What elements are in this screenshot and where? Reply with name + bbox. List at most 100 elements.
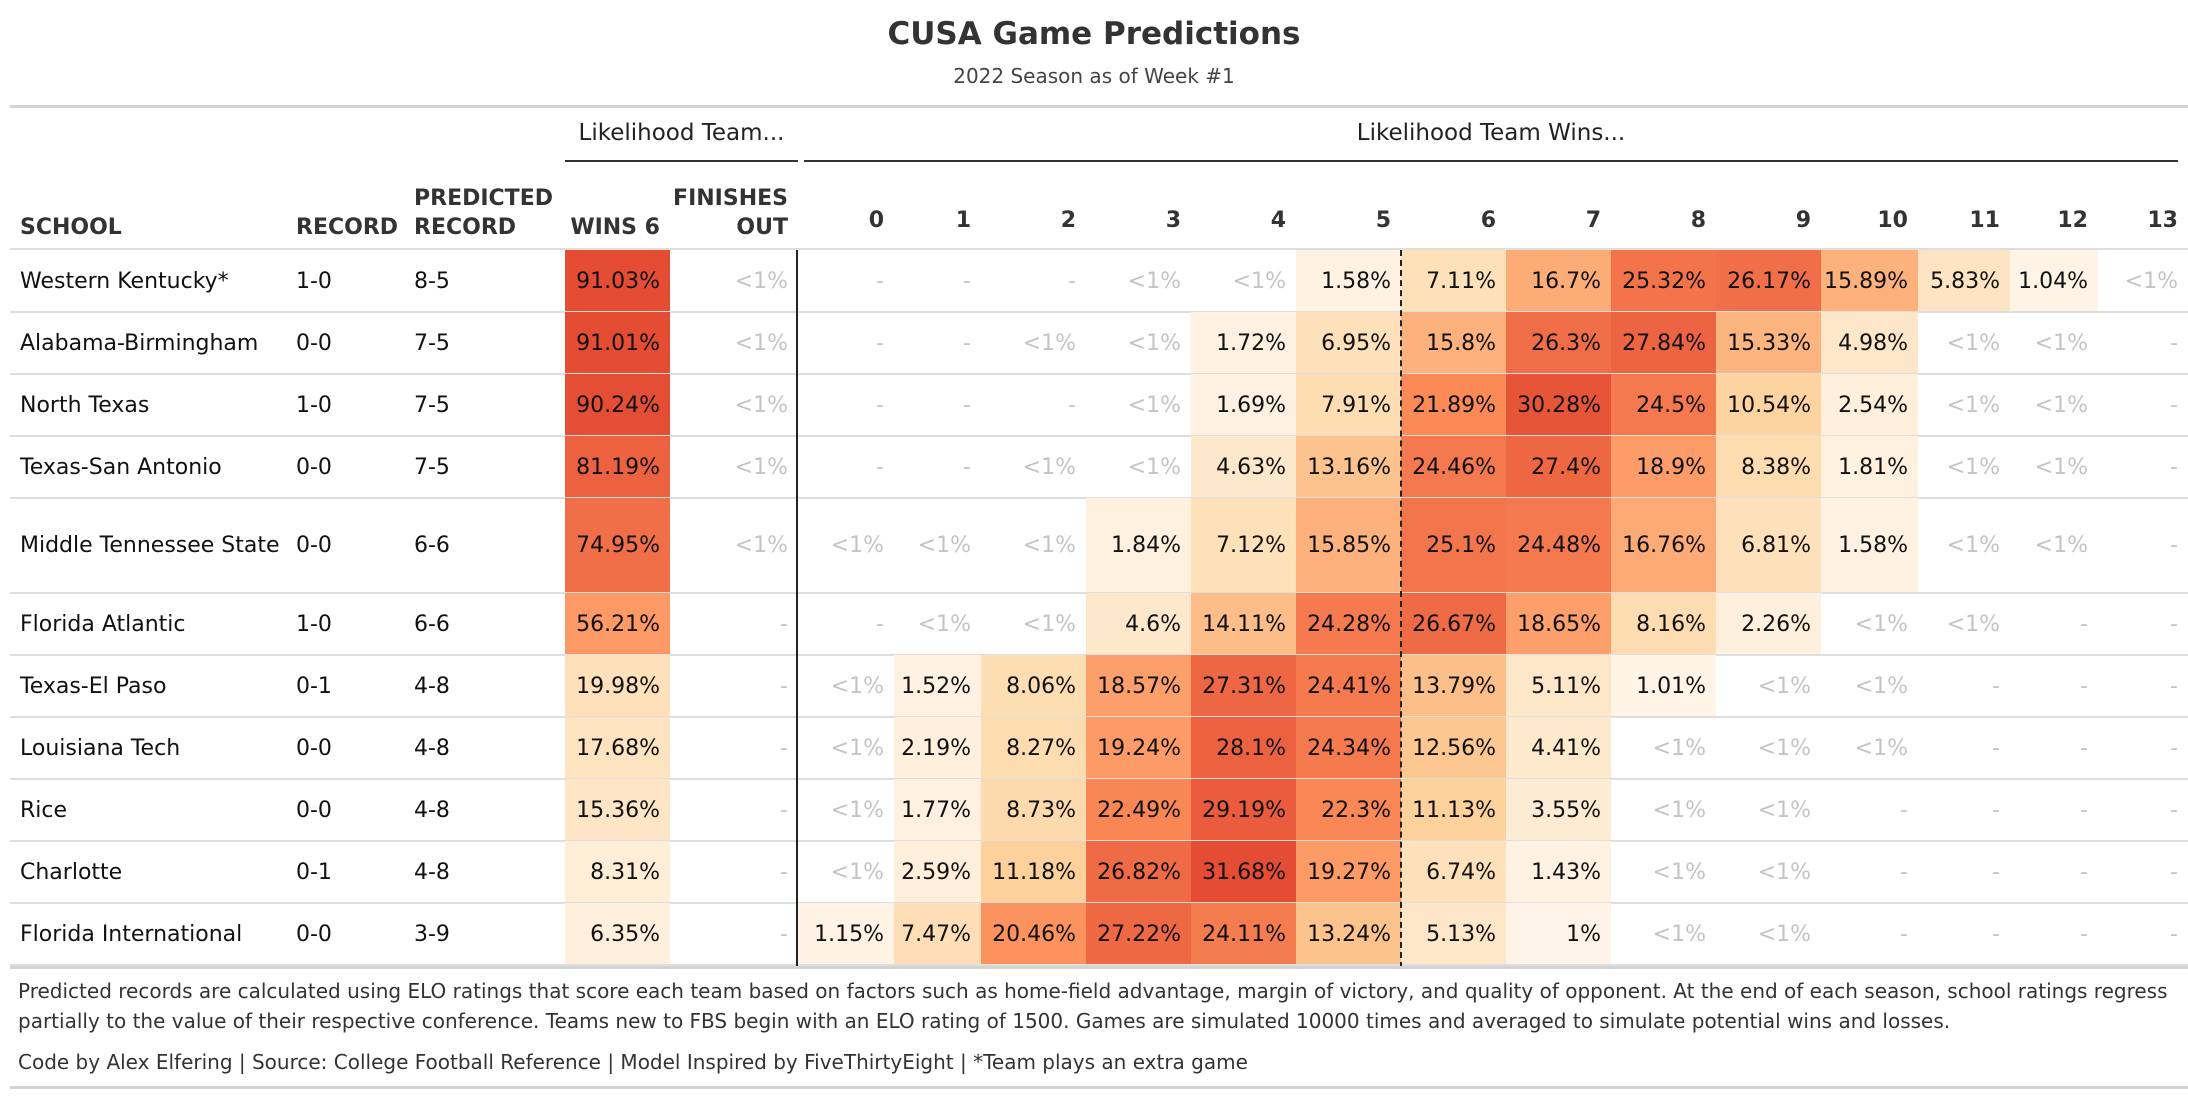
current-record: 0-0 (296, 797, 332, 823)
win-prob-11: - (1992, 859, 2000, 885)
win-prob-0: <1% (830, 673, 884, 699)
spanner-likelihood-team: Likelihood Team... (578, 120, 785, 146)
win-prob-7: 16.7% (1506, 250, 1611, 312)
win-prob-10: 2.54% (1821, 374, 1918, 436)
win-prob-2: 20.46% (981, 903, 1086, 965)
finishes-out-divider (796, 250, 798, 968)
win-prob-13: - (2170, 533, 2178, 558)
column-header-record: RECORD (296, 215, 399, 240)
win-prob-6: 12.56% (1401, 717, 1506, 779)
column-header-wins-11: 11 (1969, 208, 2000, 233)
win-prob-1: 1.77% (894, 779, 981, 841)
current-record: 0-0 (296, 330, 332, 356)
header-rule (10, 248, 2188, 250)
predicted-record: 6-6 (414, 533, 450, 558)
win-prob-12: <1% (2034, 454, 2088, 480)
win-prob-4: 28.1% (1191, 717, 1296, 779)
current-record: 1-0 (296, 611, 332, 637)
win-prob-0: - (876, 454, 884, 480)
win-prob-13: - (2170, 797, 2178, 823)
chart-title: CUSA Game Predictions (887, 16, 1301, 52)
win-prob-9: 2.26% (1716, 593, 1821, 655)
school-name: North Texas (20, 392, 150, 418)
win-prob-11: <1% (1946, 392, 2000, 418)
column-header-wins-5: 5 (1375, 208, 1391, 233)
win-prob-5: 24.41% (1296, 655, 1401, 717)
win-prob-7: 18.65% (1506, 593, 1611, 655)
wins-6-probability: 19.98% (565, 655, 670, 717)
win-prob-4: 4.63% (1191, 436, 1296, 498)
spanner-likelihood-wins: Likelihood Team Wins... (1356, 120, 1626, 146)
finishes-out-probability: - (780, 859, 788, 885)
predicted-record: 7-5 (414, 330, 450, 356)
win-prob-3: <1% (1127, 268, 1181, 294)
win-prob-12: - (2080, 921, 2088, 947)
win-prob-9: 10.54% (1716, 374, 1821, 436)
win-prob-8: <1% (1652, 735, 1706, 761)
win-prob-9: <1% (1757, 921, 1811, 947)
school-name: Alabama-Birmingham (20, 330, 259, 356)
source-credit: Code by Alex Elfering | Source: College … (18, 1050, 1248, 1074)
wins-6-probability: 74.95% (565, 498, 670, 593)
win-prob-5: 13.24% (1296, 903, 1401, 965)
win-prob-11: <1% (1946, 611, 2000, 637)
win-prob-12: - (2080, 859, 2088, 885)
finishes-out-probability: <1% (734, 392, 788, 418)
win-prob-10: 15.89% (1821, 250, 1918, 312)
current-record: 0-0 (296, 454, 332, 480)
win-prob-12: - (2080, 797, 2088, 823)
win-prob-11: <1% (1946, 330, 2000, 356)
finishes-out-probability: - (780, 673, 788, 699)
win-prob-9: <1% (1757, 673, 1811, 699)
wins-6-probability: 15.36% (565, 779, 670, 841)
current-record: 0-1 (296, 673, 332, 699)
chart-subtitle: 2022 Season as of Week #1 (953, 64, 1235, 88)
win-prob-8: 16.76% (1611, 498, 1716, 593)
column-header-wins-12: 12 (2057, 208, 2088, 233)
win-prob-10: 4.98% (1821, 312, 1918, 374)
win-prob-7: 24.48% (1506, 498, 1611, 593)
row-divider (10, 373, 2188, 375)
win-prob-2: - (1068, 268, 1076, 294)
win-prob-2: <1% (1022, 533, 1076, 558)
win-prob-9: 15.33% (1716, 312, 1821, 374)
win-prob-10: 1.58% (1821, 498, 1918, 593)
predicted-record: 7-5 (414, 392, 450, 418)
wins-6-probability: 56.21% (565, 593, 670, 655)
win-prob-12: - (2080, 735, 2088, 761)
wins-6-probability: 8.31% (565, 841, 670, 903)
win-prob-0: <1% (830, 859, 884, 885)
win-prob-5: 1.58% (1296, 250, 1401, 312)
win-prob-9: 8.38% (1716, 436, 1821, 498)
column-header-wins-4: 4 (1270, 208, 1286, 233)
finishes-out-probability: <1% (734, 533, 788, 558)
win-prob-13: - (2170, 859, 2178, 885)
win-prob-6: 21.89% (1401, 374, 1506, 436)
win-prob-4: 1.69% (1191, 374, 1296, 436)
win-prob-1: 1.52% (894, 655, 981, 717)
win-prob-0: - (876, 392, 884, 418)
win-prob-1: 2.59% (894, 841, 981, 903)
win-prob-2: 8.06% (981, 655, 1086, 717)
win-prob-4: 14.11% (1191, 593, 1296, 655)
finishes-out-probability: - (780, 921, 788, 947)
win-prob-13: - (2170, 330, 2178, 356)
finishes-out-probability: <1% (734, 330, 788, 356)
win-prob-6: 15.8% (1401, 312, 1506, 374)
win-prob-11: - (1992, 673, 2000, 699)
win-prob-8: <1% (1652, 797, 1706, 823)
win-prob-3: 1.84% (1086, 498, 1191, 593)
win-prob-12: - (2080, 673, 2088, 699)
win-prob-8: 27.84% (1611, 312, 1716, 374)
win-prob-10: - (1900, 859, 1908, 885)
win-prob-9: <1% (1757, 735, 1811, 761)
win-prob-10: <1% (1854, 735, 1908, 761)
spanner-likelihood-team-rule (565, 160, 798, 162)
win-prob-3: 19.24% (1086, 717, 1191, 779)
column-header-wins-9: 9 (1795, 208, 1811, 233)
win-prob-3: 26.82% (1086, 841, 1191, 903)
win-prob-2: <1% (1022, 611, 1076, 637)
win-prob-13: - (2170, 735, 2178, 761)
row-divider (10, 435, 2188, 437)
win-prob-4: 24.11% (1191, 903, 1296, 965)
